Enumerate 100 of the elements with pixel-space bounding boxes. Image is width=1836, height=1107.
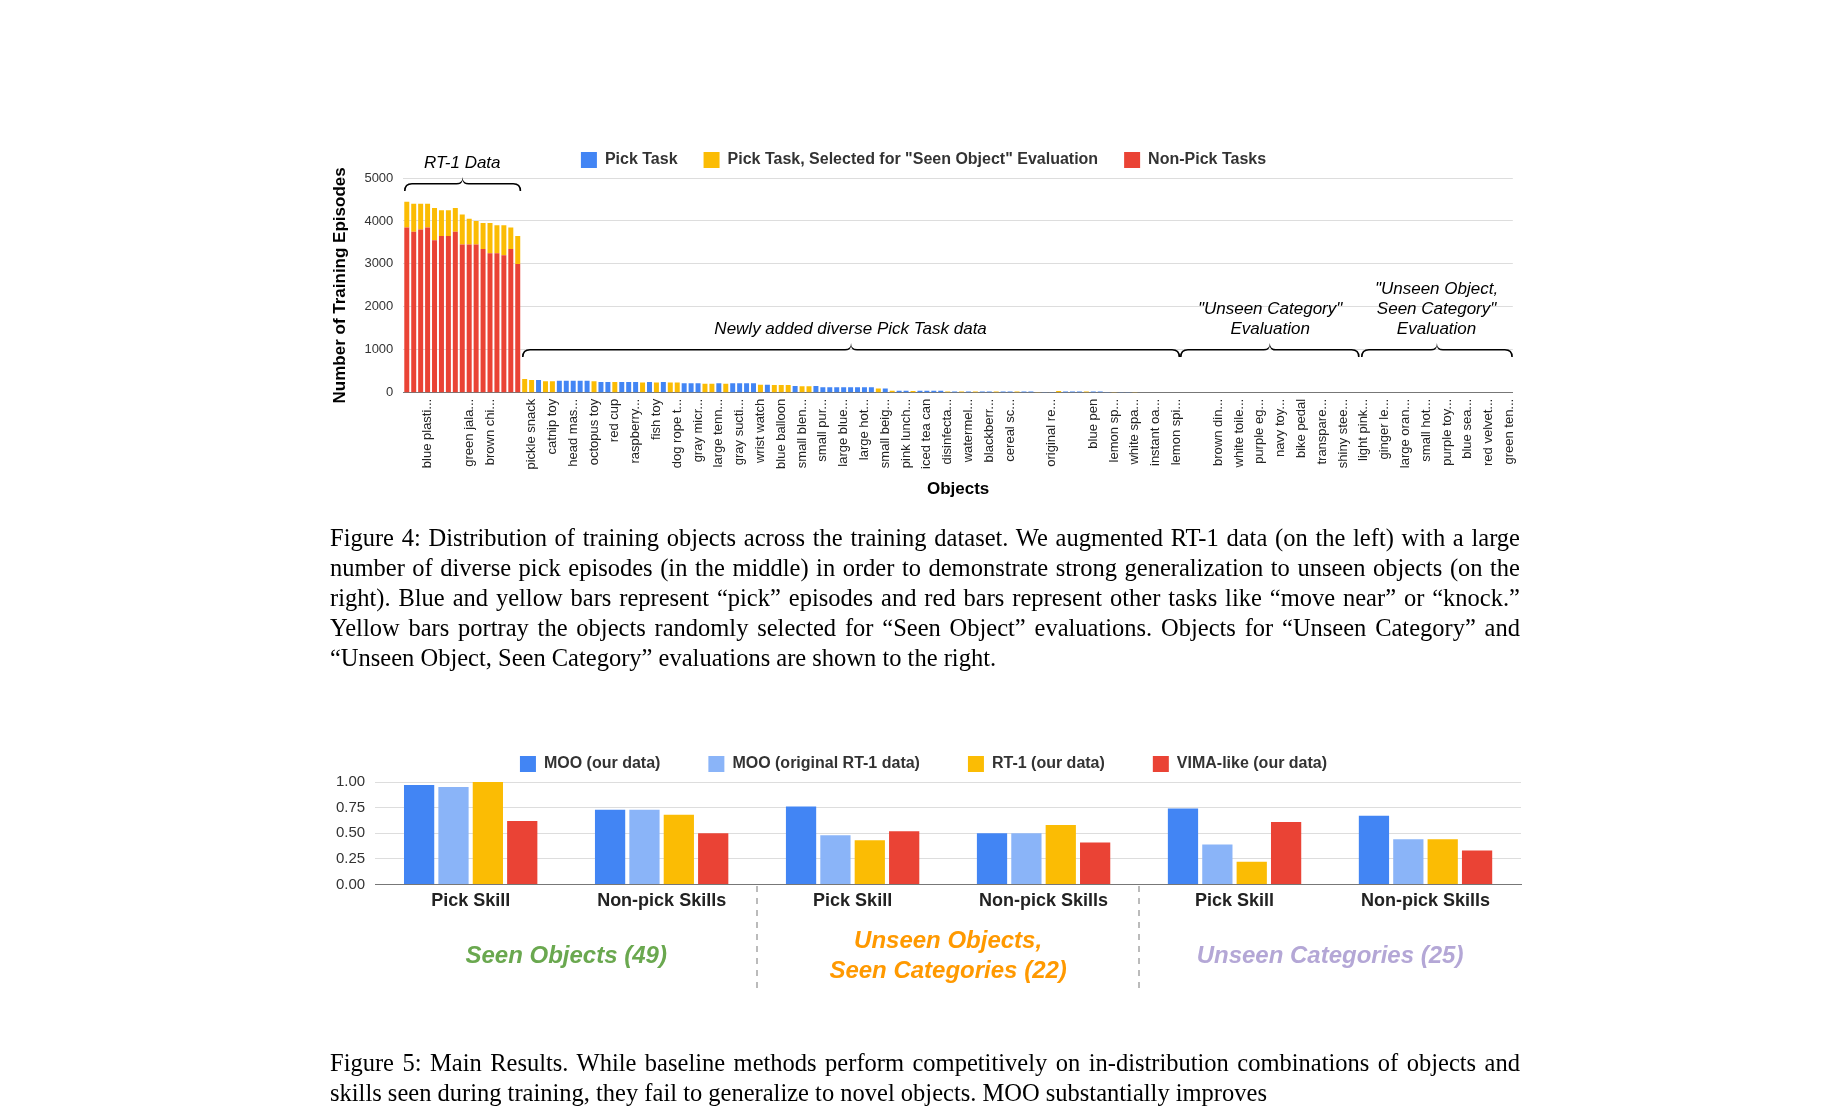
bar — [542, 381, 548, 393]
x-tick-label: shiny stee... — [1334, 398, 1350, 469]
bar — [591, 381, 597, 393]
text: Unseen Objects, Seen Categories (22) — [829, 926, 1067, 984]
bar — [698, 833, 729, 884]
bar — [834, 387, 840, 393]
bar — [855, 387, 861, 393]
bar — [626, 382, 632, 393]
x-tick-label: transpare... — [1313, 398, 1329, 465]
x-tick-label: original re... — [1043, 398, 1059, 467]
x-tick-label: disinfecta... — [939, 398, 955, 465]
bar — [425, 227, 431, 393]
bar — [820, 835, 851, 884]
bar — [411, 231, 417, 393]
bar — [778, 385, 784, 393]
bar — [411, 203, 417, 232]
bar — [730, 383, 736, 393]
annotation: "Unseen Object, Seen Category" Evaluation — [1374, 278, 1499, 338]
bar — [466, 218, 472, 245]
y-tick-label: 1.00 — [335, 772, 366, 790]
x-tick-label: iced tea can — [918, 398, 934, 469]
y-tick-label: 0 — [386, 384, 394, 400]
bar — [757, 384, 763, 393]
x-tick-label: brown chi... — [481, 398, 497, 466]
x-tick-label: blue sea... — [1459, 398, 1475, 459]
bar — [501, 255, 507, 393]
bar — [861, 387, 867, 393]
bar — [529, 379, 535, 393]
bar — [1358, 815, 1390, 884]
x-tick-label: instant oa... — [1147, 398, 1163, 467]
bar — [418, 203, 424, 230]
legend-label: MOO (original RT-1 data) — [732, 754, 920, 772]
x-tick-label: white spa... — [1126, 398, 1142, 466]
bar — [723, 383, 729, 393]
bar — [751, 383, 757, 393]
legend-label: Pick Task, Selected for "Seen Object" Evaluation — [727, 150, 1099, 168]
x-tick-label: red cup — [606, 398, 622, 443]
bar — [792, 385, 798, 393]
x-tick-label: gray micr... — [689, 398, 705, 463]
x-tick-label: cereal sc... — [1001, 398, 1017, 462]
bar — [536, 379, 542, 393]
x-tick-label: white toile... — [1230, 398, 1246, 469]
text: Unseen Categories (25) — [1196, 941, 1464, 969]
x-tick-label: octopus toy — [585, 398, 601, 466]
legend-label: Pick Task — [604, 150, 678, 168]
bar — [515, 263, 521, 393]
bar — [663, 814, 694, 884]
bar — [854, 840, 885, 884]
x-tick-label: purple toy... — [1438, 398, 1454, 466]
bar — [418, 229, 424, 393]
x-tick-label: Non-pick Skills — [979, 890, 1109, 911]
x-tick-label: blackberr... — [980, 398, 996, 463]
bar — [432, 240, 438, 393]
x-tick-label: Non-pick Skills — [1360, 890, 1491, 911]
bar — [667, 382, 673, 393]
x-tick-label: lemon sp... — [1105, 398, 1121, 463]
x-tick-label: pink lunch... — [897, 398, 913, 469]
text: Seen Objects (49) — [465, 941, 667, 969]
y-tick-label: 4000 — [364, 212, 394, 228]
x-tick-label: green jala... — [460, 398, 476, 467]
legend-label: Non-Pick Tasks — [1148, 150, 1267, 168]
bar — [404, 201, 410, 228]
x-tick-label: catnip toy — [543, 398, 559, 455]
y-axis-title: Number of Training Episodes — [329, 167, 349, 404]
x-axis-title: Objects — [926, 479, 990, 499]
bar — [702, 383, 708, 393]
x-tick-label: gray sucti... — [731, 398, 747, 466]
bar — [563, 380, 569, 393]
bar — [432, 208, 438, 241]
bar — [577, 380, 583, 393]
bar — [619, 382, 625, 393]
bar — [633, 382, 639, 393]
bar — [785, 385, 791, 393]
bar — [438, 235, 444, 393]
bar — [1393, 839, 1424, 884]
y-tick-label: 0.00 — [335, 874, 366, 892]
bar — [1236, 861, 1267, 884]
bar — [612, 382, 618, 393]
bar — [473, 220, 479, 245]
x-tick-label: blue plasti... — [419, 398, 435, 469]
bar — [425, 203, 431, 228]
bar — [445, 235, 451, 393]
bar — [681, 383, 687, 393]
bar — [716, 383, 722, 393]
bar — [494, 253, 500, 393]
x-tick-label: green ten... — [1500, 398, 1516, 465]
x-tick-label: dog rope t... — [668, 398, 684, 469]
x-tick-label: small beig... — [876, 398, 892, 469]
x-tick-label: purple eg... — [1251, 398, 1267, 464]
bar — [709, 383, 715, 393]
bar — [452, 231, 458, 393]
bar — [868, 387, 874, 393]
bar — [688, 383, 694, 393]
bar — [875, 388, 881, 393]
x-tick-label: light pink... — [1355, 398, 1371, 461]
bar — [695, 383, 701, 393]
x-tick-label: bike pedal — [1292, 398, 1308, 459]
bar — [882, 388, 888, 393]
legend-label: MOO (our data) — [543, 754, 661, 772]
bar — [647, 382, 652, 393]
